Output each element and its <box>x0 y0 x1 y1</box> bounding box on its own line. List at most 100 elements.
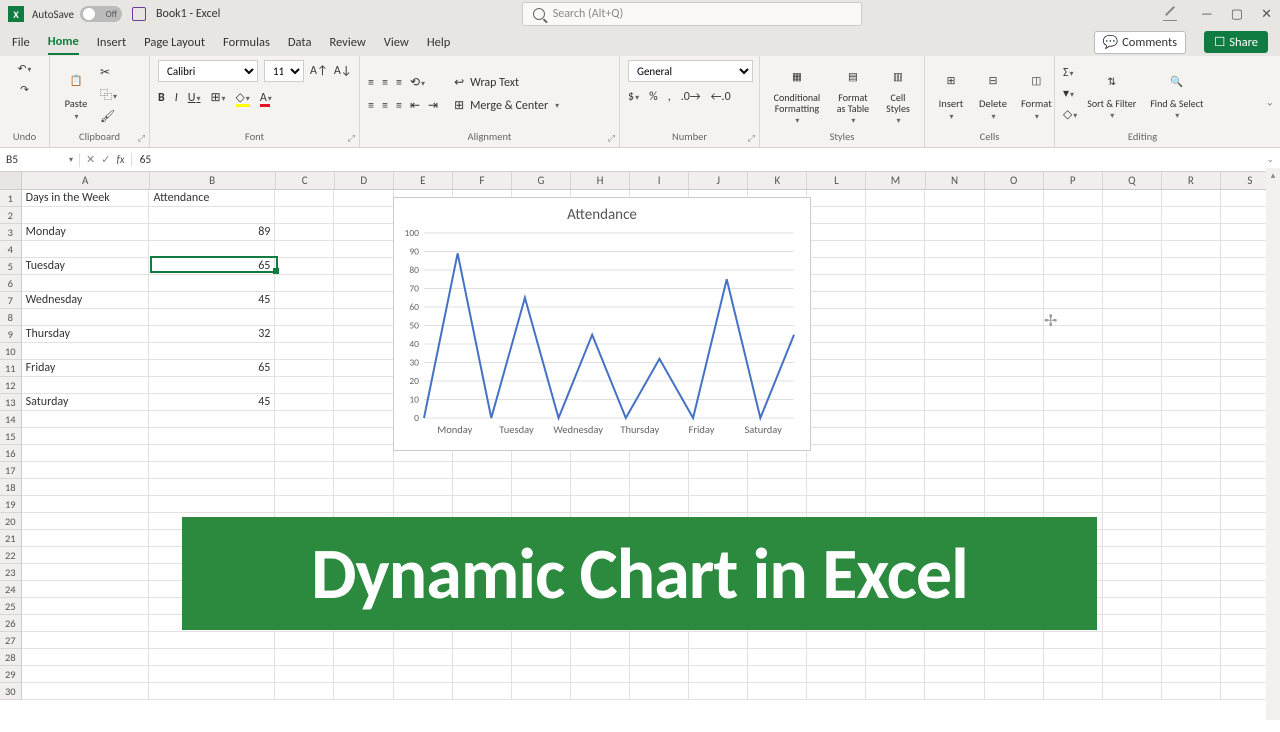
cell-D14[interactable] <box>334 411 393 428</box>
cell-O30[interactable] <box>985 683 1044 700</box>
cell-N9[interactable] <box>925 326 984 343</box>
cell-L8[interactable] <box>807 309 866 326</box>
cell-M10[interactable] <box>866 343 925 360</box>
cell-M6[interactable] <box>866 275 925 292</box>
cell-O16[interactable] <box>985 445 1044 462</box>
cell-M27[interactable] <box>866 632 925 649</box>
cell-D15[interactable] <box>334 428 393 445</box>
cell-P19[interactable] <box>1044 496 1103 513</box>
cell-R18[interactable] <box>1162 479 1221 496</box>
cell-A11[interactable]: Friday <box>22 360 150 377</box>
cell-B16[interactable] <box>149 445 275 462</box>
cell-A29[interactable] <box>22 666 150 683</box>
cell-Q1[interactable] <box>1103 190 1162 207</box>
format-as-table-button[interactable]: ▤Format as Table▾ <box>832 60 874 128</box>
cell-K29[interactable] <box>748 666 807 683</box>
cell-D28[interactable] <box>334 649 393 666</box>
cell-A19[interactable] <box>22 496 150 513</box>
row-header-10[interactable]: 10 <box>0 343 22 360</box>
cell-R28[interactable] <box>1162 649 1221 666</box>
cell-Q14[interactable] <box>1103 411 1162 428</box>
cell-C13[interactable] <box>275 394 334 411</box>
cell-E30[interactable] <box>394 683 453 700</box>
cell-Q20[interactable] <box>1103 513 1162 530</box>
cell-C3[interactable] <box>275 224 334 241</box>
cell-B18[interactable] <box>149 479 275 496</box>
cell-Q30[interactable] <box>1103 683 1162 700</box>
cell-L6[interactable] <box>807 275 866 292</box>
cell-D6[interactable] <box>334 275 393 292</box>
cell-Q26[interactable] <box>1103 615 1162 632</box>
cell-N27[interactable] <box>925 632 984 649</box>
row-header-9[interactable]: 9 <box>0 326 22 343</box>
cell-M4[interactable] <box>866 241 925 258</box>
decrease-indent-icon[interactable]: ⇤ <box>410 98 420 113</box>
collapse-ribbon-icon[interactable]: ⌄ <box>1266 96 1274 109</box>
align-left-icon[interactable]: ≡ <box>368 99 374 113</box>
cell-C2[interactable] <box>275 207 334 224</box>
cell-L10[interactable] <box>807 343 866 360</box>
row-header-11[interactable]: 11 <box>0 360 22 377</box>
row-header-21[interactable]: 21 <box>0 530 22 547</box>
row-header-12[interactable]: 12 <box>0 377 22 394</box>
cell-B11[interactable]: 65 <box>149 360 275 377</box>
cell-O11[interactable] <box>985 360 1044 377</box>
cell-B27[interactable] <box>149 632 275 649</box>
cell-A23[interactable] <box>22 564 150 581</box>
cell-Q16[interactable] <box>1103 445 1162 462</box>
col-header-H[interactable]: H <box>571 172 630 189</box>
cell-F28[interactable] <box>453 649 512 666</box>
cell-L30[interactable] <box>807 683 866 700</box>
cell-P17[interactable] <box>1044 462 1103 479</box>
cell-O17[interactable] <box>985 462 1044 479</box>
cell-C1[interactable] <box>275 190 334 207</box>
col-header-E[interactable]: E <box>394 172 453 189</box>
cell-G19[interactable] <box>512 496 571 513</box>
autosave-toggle[interactable]: AutoSave Off <box>32 6 122 22</box>
cell-A7[interactable]: Wednesday <box>22 292 150 309</box>
conditional-formatting-button[interactable]: ▦Conditional Formatting▾ <box>768 60 826 128</box>
row-header-17[interactable]: 17 <box>0 462 22 479</box>
cell-M7[interactable] <box>866 292 925 309</box>
cell-P1[interactable] <box>1044 190 1103 207</box>
col-header-D[interactable]: D <box>335 172 394 189</box>
row-header-22[interactable]: 22 <box>0 547 22 564</box>
cell-B10[interactable] <box>149 343 275 360</box>
cell-R14[interactable] <box>1162 411 1221 428</box>
cell-M2[interactable] <box>866 207 925 224</box>
cell-A21[interactable] <box>22 530 150 547</box>
cell-M30[interactable] <box>866 683 925 700</box>
cell-D19[interactable] <box>334 496 393 513</box>
cell-C11[interactable] <box>275 360 334 377</box>
cell-Q6[interactable] <box>1103 275 1162 292</box>
cell-N7[interactable] <box>925 292 984 309</box>
cell-D11[interactable] <box>334 360 393 377</box>
cell-O4[interactable] <box>985 241 1044 258</box>
cell-N14[interactable] <box>925 411 984 428</box>
cell-F27[interactable] <box>453 632 512 649</box>
row-header-23[interactable]: 23 <box>0 564 22 581</box>
orientation-icon[interactable]: ⟲▾ <box>410 75 425 90</box>
cell-F30[interactable] <box>453 683 512 700</box>
cell-E28[interactable] <box>394 649 453 666</box>
cell-A30[interactable] <box>22 683 150 700</box>
select-all-corner[interactable] <box>0 172 22 189</box>
cell-J19[interactable] <box>689 496 748 513</box>
cell-N30[interactable] <box>925 683 984 700</box>
minimize-button[interactable]: — <box>1201 7 1213 22</box>
cell-B8[interactable] <box>149 309 275 326</box>
cell-A4[interactable] <box>22 241 150 258</box>
cell-C15[interactable] <box>275 428 334 445</box>
cell-P13[interactable] <box>1044 394 1103 411</box>
cell-D1[interactable] <box>334 190 393 207</box>
cell-N3[interactable] <box>925 224 984 241</box>
cell-Q23[interactable] <box>1103 564 1162 581</box>
cell-P5[interactable] <box>1044 258 1103 275</box>
tab-page-layout[interactable]: Page Layout <box>144 31 205 54</box>
cell-R6[interactable] <box>1162 275 1221 292</box>
cell-Q19[interactable] <box>1103 496 1162 513</box>
cell-K28[interactable] <box>748 649 807 666</box>
cell-R22[interactable] <box>1162 547 1221 564</box>
cell-N8[interactable] <box>925 309 984 326</box>
cell-O12[interactable] <box>985 377 1044 394</box>
